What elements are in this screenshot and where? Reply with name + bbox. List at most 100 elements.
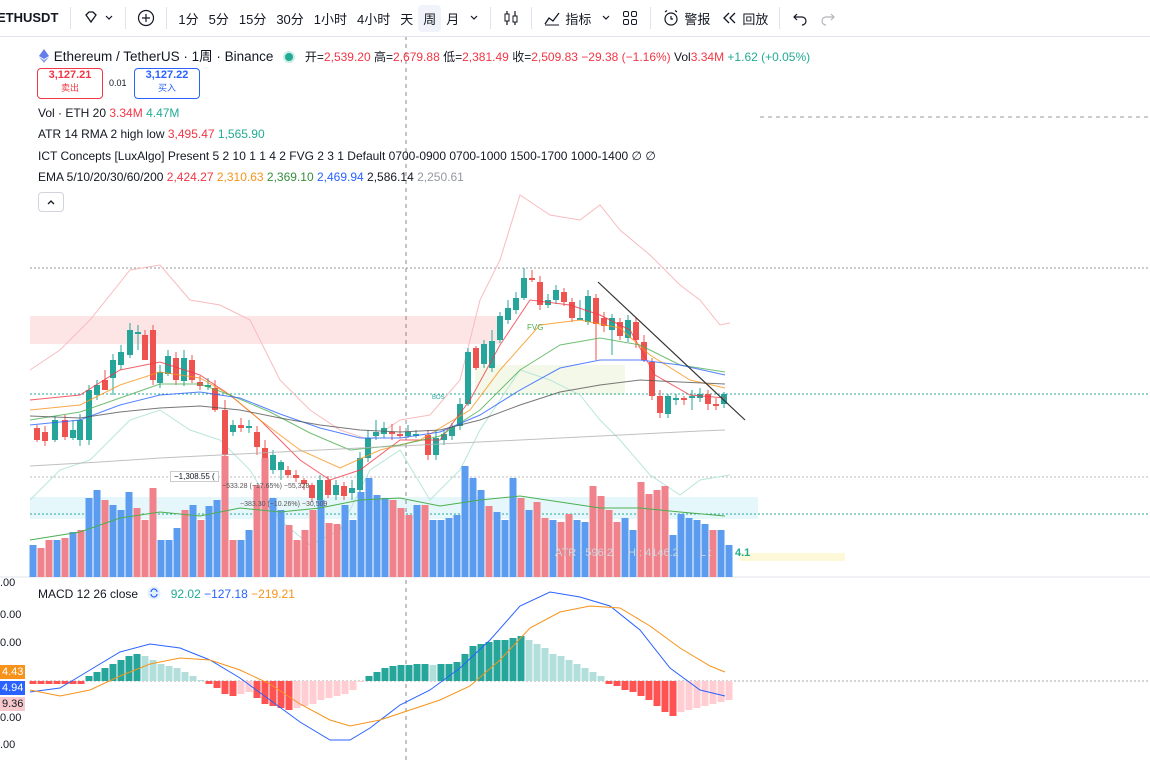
interval-30m[interactable]: 30分 [276,11,304,27]
volume-bar [597,496,605,577]
candles-icon [504,11,518,25]
macd-histogram-bar [573,664,581,681]
interval-dropdown[interactable] [464,9,484,27]
candle-body [481,344,487,364]
atr-lower-band [29,369,731,546]
interval-4h[interactable]: 4小时 [357,11,391,27]
chart-canvas[interactable] [0,36,1150,760]
ema-indicator-legend[interactable]: EMA 5/10/20/30/60/200 2,424.27 2,310.63 … [38,170,464,184]
undo-button[interactable] [786,5,814,31]
favorites-button[interactable] [77,5,119,31]
macd-histogram-bar [717,681,725,702]
divider [779,7,781,29]
candle-body [333,485,339,495]
volume-bar [181,510,189,577]
low-label: 低 [443,50,456,64]
macd-histogram-bar [253,681,261,698]
measure-box: −533.28 (−17.65%) −55,328 [222,483,310,490]
macd-histogram-bar [301,681,309,706]
candle-body [413,434,419,436]
volume-bar [469,478,477,577]
candle-body [317,480,323,500]
indicators-button[interactable]: 指标 [538,5,596,32]
chevron-down-icon [105,15,113,20]
macd-histogram-bar [605,681,613,684]
interval-day[interactable]: 天 [400,11,414,27]
macd-histogram-bar [653,681,661,706]
macd-histogram-bar [485,642,493,681]
indicators-dropdown[interactable] [596,9,616,27]
buy-label: 买入 [157,83,176,93]
divider [166,7,168,29]
interval-month[interactable]: 月 [446,11,460,27]
vol-indicator-legend[interactable]: Vol · ETH 20 3.34M 4.47M [38,106,180,120]
ema200-line [29,429,726,467]
volume-bar [477,490,485,577]
candle-body [657,396,663,413]
macd-histogram-bar [453,662,461,681]
volume-bar [533,502,541,577]
candle-body [397,434,403,436]
volume-bar [101,500,109,577]
macd-indicator-legend[interactable]: MACD 12 26 close 92.02 −127.18 −219.21 [38,586,295,601]
volume-bar [277,510,285,577]
redo-icon [821,13,836,26]
alert-button[interactable]: 警报 [657,5,715,32]
rewind-icon [723,12,736,24]
candle-body [473,348,479,368]
candle-body [150,330,156,380]
volume-bar [421,505,429,577]
volume-bar [253,485,261,577]
volume-bar [221,456,229,577]
symbol-search[interactable]: ETHUSDT [0,10,59,25]
volume-bar [317,500,325,577]
candle-body [649,362,655,396]
chart-type-button[interactable] [497,5,525,31]
volume-bar [629,530,637,577]
macd-histogram-bar [701,681,709,706]
volume-bar [613,522,621,577]
candle-body [553,290,559,300]
macd-histogram-bar [365,676,373,681]
volume-bar [109,505,117,577]
replay-button[interactable]: 回放 [715,5,773,32]
macd-axis-tick: 0.00 [0,712,22,724]
volume-bar [69,532,77,577]
macd-histogram-bar [341,681,349,694]
collapse-legend-button[interactable] [38,192,64,212]
ict-indicator-legend[interactable]: ICT Concepts [LuxAlgo] Present 5 2 10 1 … [38,149,656,163]
open-value: 2,539.20 [323,50,371,64]
atr-box [740,553,845,561]
sell-button[interactable]: 3,127.21 卖出 [37,68,103,99]
atr-box-label: ATR : 596.2 [555,547,613,559]
interval-15m[interactable]: 15分 [238,11,267,27]
macd-histogram-bar [461,654,469,681]
templates-button[interactable] [616,5,644,31]
volume-bar [173,528,181,577]
volume-bar [669,535,677,577]
candle-body [118,352,124,365]
volume-bar [29,545,37,577]
redo-button[interactable] [814,5,842,31]
volume-bar [37,548,45,577]
compare-button[interactable] [132,5,160,31]
low-value: 2,381.49 [462,50,509,64]
candle-body [665,396,671,414]
volume-bar [413,505,421,577]
macd-histogram-bar [677,681,685,712]
interval-1h[interactable]: 1小时 [313,11,348,27]
macd-histogram-bar [61,681,69,684]
interval-5m[interactable]: 5分 [208,11,229,27]
macd-histogram-bar [661,681,669,712]
macd-histogram-bar [493,640,501,681]
interval-1m[interactable]: 1分 [178,11,199,27]
buy-button[interactable]: 3,127.22 买入 [134,68,200,99]
candle-body [465,352,471,404]
macd-histogram-bar [93,672,101,681]
interval-week[interactable]: 周 [418,4,442,32]
volume-bar [141,520,149,577]
atr-indicator-legend[interactable]: ATR 14 RMA 2 high low 3,495.47 1,565.90 [38,127,265,141]
macd-histogram-bar [517,636,525,681]
macd-histogram-bar [405,665,413,681]
macd-histogram-bar [445,664,453,681]
